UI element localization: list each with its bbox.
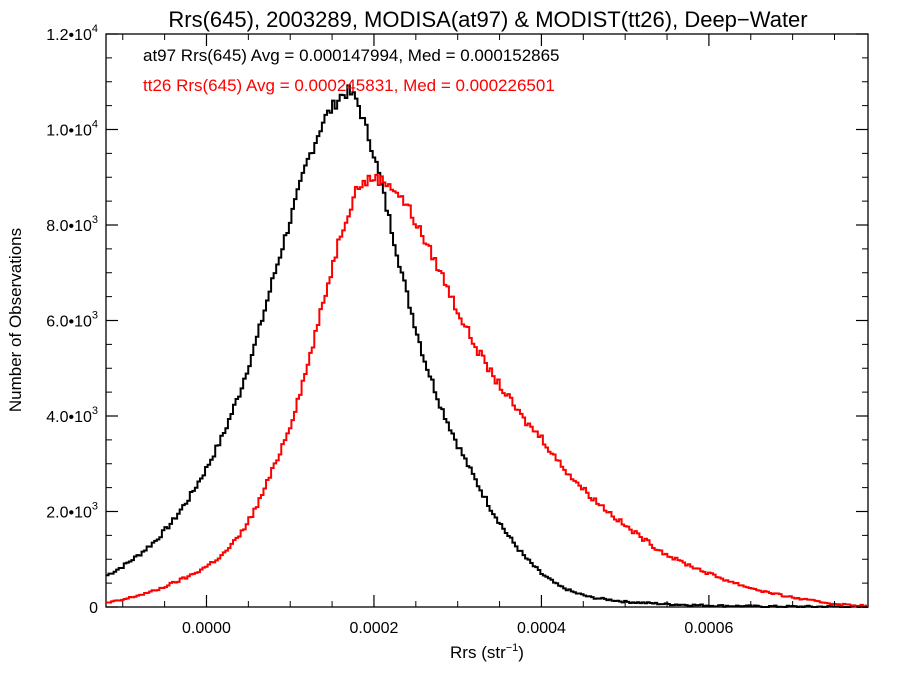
y-tick-label: 1.0•104 [46,119,98,140]
y-axis-ticks: 0 2.0•103 4.0•103 6.0•103 8.0•103 1.0•104 1.2•… [46,23,868,617]
legend-entry-at97: at97 Rrs(645) Avg = 0.000147994, Med = 0… [143,46,560,65]
x-axis-title-exponent: −1 [506,642,519,654]
y-tick-label: 8.0•103 [46,214,98,235]
y-tick-label: 0 [89,600,98,617]
y-tick-label: 4.0•103 [46,405,98,426]
x-axis-title: Rrs (str−1) [450,642,524,662]
series-tt26-histogram [106,173,868,608]
x-axis-title-base: Rrs (str [450,643,506,662]
chart-title: Rrs(645), 2003289, MODISA(at97) & MODIST… [168,7,807,32]
x-axis-ticks: 0.0000 0.0002 0.0004 0.0006 [122,34,836,637]
x-tick-label: 0.0000 [182,620,231,637]
series-layer [106,84,868,608]
y-tick-label: 6.0•103 [46,310,98,331]
x-tick-label: 0.0006 [684,620,733,637]
series-at97-histogram [106,84,868,608]
y-tick-label: 2.0•103 [46,501,98,522]
plot-frame [105,33,869,608]
y-tick-label: 1.2•104 [46,23,98,44]
y-axis-title: Number of Observations [6,228,25,412]
legend-entry-tt26: tt26 Rrs(645) Avg = 0.000245831, Med = 0… [143,76,555,95]
x-tick-label: 0.0002 [349,620,398,637]
x-axis-title-tail: ) [518,643,524,662]
x-tick-label: 0.0004 [517,620,566,637]
